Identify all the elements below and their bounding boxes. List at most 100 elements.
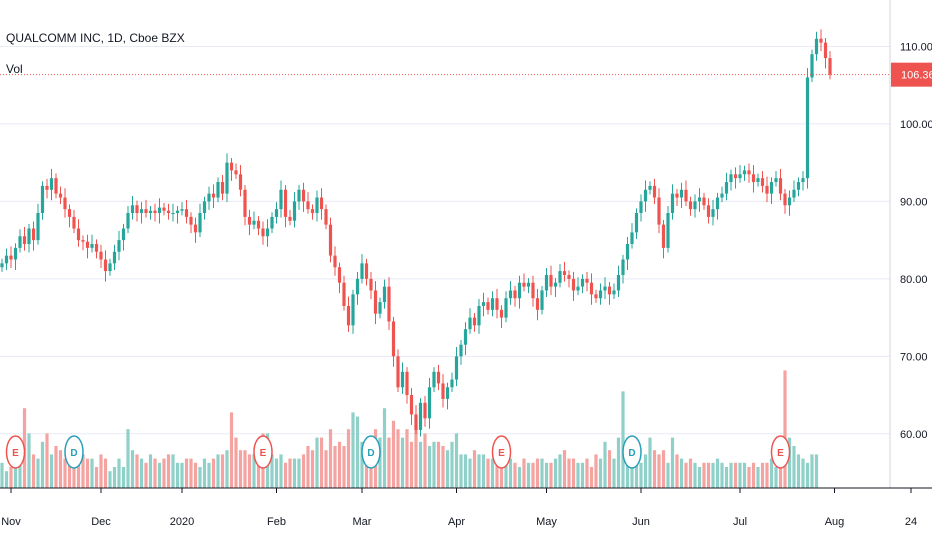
volume-legend-label: Vol	[6, 62, 23, 76]
volume-bar	[670, 437, 675, 488]
volume-bar	[234, 437, 238, 488]
volume-bar	[490, 458, 495, 488]
candle-body	[171, 213, 175, 215]
volume-bar	[414, 425, 418, 488]
candle-body	[22, 236, 27, 244]
candle-body	[688, 201, 693, 210]
volume-bar	[175, 462, 180, 488]
volume-bar	[468, 458, 472, 488]
volume-bars	[0, 370, 819, 488]
candle-body	[256, 220, 261, 229]
earnings-marker[interactable]	[5, 435, 26, 469]
volume-bar	[256, 458, 261, 488]
volume-bar	[4, 471, 9, 488]
volume-bar	[720, 462, 724, 488]
candle-body	[508, 290, 513, 299]
volume-bar	[148, 454, 153, 488]
candle-body	[432, 371, 436, 388]
volume-bar	[729, 462, 733, 488]
volume-bar	[571, 458, 576, 488]
volume-bar	[103, 458, 108, 488]
volume-bar	[679, 458, 684, 488]
volume-bar	[139, 458, 144, 488]
candle-body	[229, 162, 234, 171]
dividend-marker[interactable]	[361, 435, 381, 469]
price-axis-label: 100.00	[900, 119, 932, 131]
volume-bar	[585, 458, 589, 488]
time-axis-label: Mar	[353, 516, 372, 528]
volume-bar	[337, 441, 342, 488]
candle-body	[634, 213, 639, 233]
dividend-marker[interactable]	[64, 435, 84, 469]
volume-bar	[225, 450, 229, 488]
candle-body	[657, 197, 661, 225]
volume-bar	[171, 454, 175, 488]
candle-body	[234, 170, 238, 175]
candle-body	[387, 286, 391, 322]
candle-body	[328, 224, 333, 256]
time-axis[interactable]: Nov Dec 2020 Feb Mar Apr May Jun Jul Aug 24	[0, 487, 932, 528]
candle-body	[756, 178, 760, 183]
volume-bar	[814, 454, 819, 488]
volume-bar	[441, 446, 445, 488]
candle-body	[346, 305, 351, 326]
time-axis-label: 2020	[170, 516, 194, 528]
candle-body	[544, 274, 549, 291]
time-axis-label: Aug	[825, 516, 845, 528]
earnings-marker[interactable]	[770, 435, 791, 469]
candle-body	[225, 162, 229, 194]
candle-body	[54, 178, 58, 194]
volume-bar	[396, 429, 400, 488]
volume-bar	[274, 458, 279, 488]
volume-bar	[598, 458, 603, 488]
volume-bar	[580, 462, 585, 488]
candle-body	[490, 298, 495, 310]
volume-bar	[63, 458, 67, 488]
candle-body	[486, 302, 490, 310]
volume-bar	[738, 462, 742, 488]
volume-bar	[760, 462, 765, 488]
candle-body	[630, 232, 634, 244]
volume-bar	[463, 454, 468, 488]
candle-body	[792, 189, 796, 198]
volume-bar	[742, 462, 747, 488]
volume-bar	[243, 450, 247, 488]
candle-body	[612, 290, 616, 295]
earnings-marker[interactable]	[491, 435, 512, 469]
candle-body	[783, 193, 787, 206]
candle-body	[261, 228, 265, 237]
volume-bar	[135, 454, 139, 488]
candle-body	[711, 209, 715, 217]
volume-bar	[85, 458, 90, 488]
candle-body	[558, 271, 562, 283]
volume-bar	[792, 446, 796, 488]
candle-body	[342, 282, 346, 306]
volume-bar	[675, 454, 679, 488]
volume-bar	[801, 458, 805, 488]
candle-body	[265, 228, 270, 237]
candle-body	[18, 236, 22, 248]
event-marker-label: E	[777, 448, 784, 459]
candle-body	[216, 182, 220, 198]
time-axis-label: Nov	[1, 516, 21, 528]
candle-body	[40, 185, 45, 214]
volume-bar	[774, 467, 778, 488]
volume-bar	[535, 458, 540, 488]
candle-body	[828, 58, 832, 75]
candle-body	[553, 282, 558, 287]
volume-bar	[504, 446, 508, 488]
candle-body	[351, 294, 355, 326]
candle-body	[373, 290, 378, 314]
candle-body	[378, 302, 382, 314]
candle-body	[238, 174, 243, 190]
candle-body	[715, 197, 720, 210]
candle-body	[576, 286, 580, 291]
candle-body	[810, 54, 814, 78]
volume-bar	[666, 462, 670, 488]
price-axis[interactable]: 60.00 70.00 80.00 90.00 100.00 110.00 106.36	[889, 0, 932, 488]
dividend-marker[interactable]	[622, 435, 642, 469]
candle-body	[733, 174, 738, 179]
volume-bar	[31, 454, 36, 488]
earnings-marker[interactable]	[253, 435, 273, 469]
